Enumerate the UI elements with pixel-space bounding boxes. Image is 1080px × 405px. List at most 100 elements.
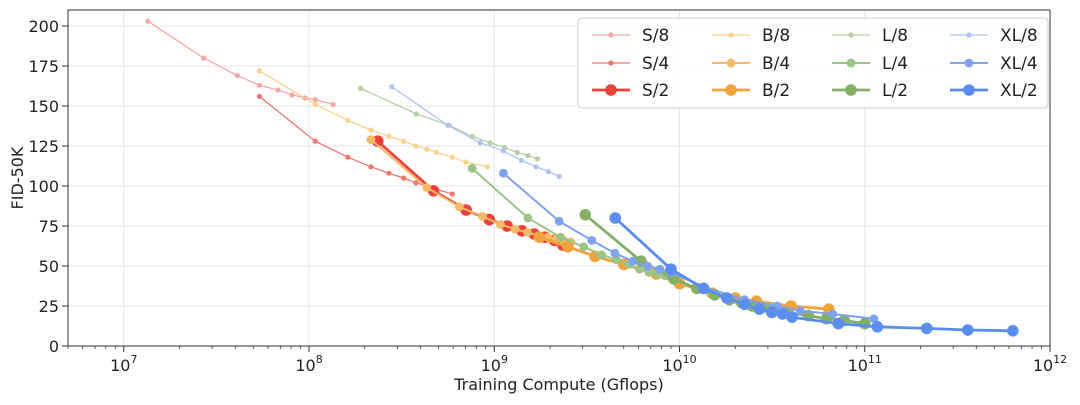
- data-point: [454, 202, 464, 212]
- data-point: [510, 224, 520, 234]
- data-point: [345, 117, 351, 123]
- x-tick-base: 10: [295, 356, 315, 375]
- x-tick-base: 10: [662, 356, 682, 375]
- data-point: [738, 298, 751, 311]
- y-tick-label: 175: [28, 57, 59, 76]
- x-tick-label: 108: [295, 353, 322, 375]
- data-point: [628, 256, 638, 266]
- data-point: [533, 164, 539, 170]
- data-point: [500, 148, 506, 154]
- data-point: [523, 213, 533, 223]
- data-point: [256, 82, 263, 88]
- x-tick-exponent: 10: [683, 353, 697, 366]
- plot-frame: [67, 9, 1051, 347]
- y-tick-label: 125: [28, 137, 59, 156]
- data-point: [413, 143, 419, 149]
- data-point: [289, 92, 295, 98]
- data-point: [962, 324, 974, 336]
- legend-entry: S/8: [592, 26, 669, 46]
- data-point: [368, 164, 374, 170]
- legend-marker: [963, 84, 975, 96]
- data-point: [366, 135, 376, 145]
- data-point: [484, 164, 490, 170]
- y-tick-label: 25: [39, 297, 59, 316]
- legend-label: S/4: [642, 54, 669, 74]
- data-point: [413, 180, 419, 186]
- y-tick-label: 150: [28, 97, 59, 116]
- data-point: [720, 292, 733, 304]
- x-tick-label: 1011: [848, 353, 882, 375]
- y-axis-label: FID-50K: [8, 146, 27, 209]
- data-point: [871, 321, 884, 333]
- legend-label: XL/4: [1000, 54, 1038, 74]
- legend-label: S/2: [642, 81, 669, 101]
- data-point: [400, 138, 407, 144]
- data-point: [368, 127, 374, 133]
- x-tick-base: 10: [110, 356, 130, 375]
- data-point: [275, 87, 281, 93]
- legend-label: L/2: [882, 81, 908, 101]
- y-tick-label: 50: [39, 257, 59, 276]
- legend-label: XL/8: [1000, 26, 1038, 46]
- data-point: [422, 183, 432, 193]
- data-point: [665, 263, 677, 276]
- data-point: [609, 212, 622, 224]
- data-point: [832, 317, 845, 330]
- legend-marker: [848, 32, 854, 38]
- data-point: [533, 231, 546, 243]
- legend-entry: XL/2: [950, 81, 1038, 101]
- series-xl-8: [389, 84, 562, 179]
- data-point: [433, 149, 439, 155]
- data-point: [386, 133, 392, 139]
- legend-label: B/8: [762, 26, 790, 46]
- data-point: [467, 164, 477, 173]
- y-tick-label: 100: [28, 177, 59, 196]
- data-point: [256, 93, 263, 99]
- x-tick-exponent: 7: [130, 353, 137, 366]
- legend-entry: B/2: [712, 81, 790, 101]
- series-layer: [145, 18, 1019, 337]
- data-point: [201, 55, 207, 61]
- data-point: [766, 306, 778, 319]
- data-point: [449, 154, 455, 160]
- legend-box: [577, 17, 1049, 109]
- x-tick-exponent: 8: [316, 353, 323, 366]
- data-point: [556, 173, 562, 179]
- data-point: [345, 154, 351, 160]
- legend-marker: [846, 58, 856, 68]
- x-tick-exponent: 9: [501, 353, 508, 366]
- data-point: [776, 308, 789, 320]
- data-point: [597, 250, 607, 260]
- legend: S/8 S/4 S/2 B/8 B/4 B/2 L/8 L/4 L/2 XL/8 XL/4 XL/2: [577, 17, 1049, 109]
- data-point: [389, 84, 395, 90]
- x-tick-base: 10: [848, 356, 868, 375]
- data-point: [786, 311, 798, 324]
- series-b-8: [256, 68, 490, 170]
- data-point: [1007, 325, 1019, 337]
- data-point: [445, 122, 451, 128]
- data-point: [795, 306, 805, 316]
- legend-marker: [845, 84, 857, 96]
- legend-entry: L/8: [832, 26, 908, 46]
- data-point: [330, 101, 336, 107]
- axis-ticks: 107 108 109 1010 1011 10120255075100125150175…: [28, 17, 1067, 375]
- x-tick-label: 107: [110, 353, 137, 375]
- data-point: [413, 111, 420, 117]
- legend-marker: [725, 84, 737, 96]
- legend-marker: [966, 32, 972, 38]
- legend-entry: B/8: [712, 26, 790, 46]
- legend-marker: [608, 60, 614, 66]
- x-tick-base: 10: [1033, 356, 1053, 375]
- legend-marker: [605, 84, 617, 96]
- data-point: [635, 264, 644, 274]
- y-tick-label: 75: [39, 217, 59, 236]
- x-axis-label: Training Compute (Gflops): [453, 375, 664, 394]
- series-xl-4: [498, 168, 879, 324]
- legend-entry: L/4: [832, 54, 908, 74]
- legend-label: S/8: [642, 26, 669, 46]
- data-point: [562, 241, 574, 253]
- x-tick-base: 10: [481, 356, 501, 375]
- x-tick-exponent: 11: [868, 353, 882, 366]
- x-tick-exponent: 12: [1053, 353, 1067, 366]
